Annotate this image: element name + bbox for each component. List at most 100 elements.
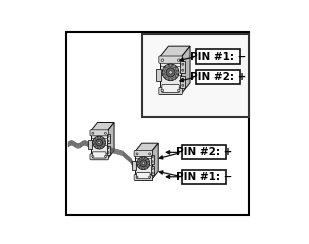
Circle shape	[108, 152, 109, 153]
FancyBboxPatch shape	[134, 174, 153, 181]
Circle shape	[182, 78, 184, 81]
Circle shape	[176, 71, 179, 74]
FancyBboxPatch shape	[90, 154, 108, 160]
Circle shape	[166, 65, 169, 68]
Bar	[196, 70, 240, 84]
Bar	[156, 69, 161, 81]
Circle shape	[95, 146, 98, 148]
FancyBboxPatch shape	[90, 130, 108, 136]
Circle shape	[161, 89, 164, 92]
Circle shape	[138, 165, 140, 167]
Bar	[132, 161, 136, 170]
Circle shape	[145, 157, 147, 160]
Bar	[160, 57, 181, 94]
Circle shape	[177, 89, 180, 92]
Circle shape	[140, 160, 147, 167]
Circle shape	[175, 74, 178, 77]
Circle shape	[93, 139, 96, 141]
Bar	[107, 134, 110, 143]
Polygon shape	[160, 46, 190, 57]
Circle shape	[161, 59, 164, 61]
Circle shape	[103, 139, 105, 141]
Bar	[182, 170, 226, 184]
FancyBboxPatch shape	[162, 85, 179, 92]
Circle shape	[175, 67, 178, 71]
Polygon shape	[108, 122, 114, 159]
Text: PIN #2: +: PIN #2: +	[190, 72, 246, 82]
Circle shape	[177, 59, 180, 61]
Bar	[91, 131, 108, 159]
Circle shape	[152, 156, 153, 158]
Circle shape	[166, 68, 175, 77]
Circle shape	[104, 142, 106, 144]
Bar	[151, 155, 154, 164]
Circle shape	[172, 65, 176, 68]
Circle shape	[108, 147, 109, 149]
Circle shape	[98, 136, 100, 138]
Circle shape	[92, 132, 94, 134]
Circle shape	[138, 159, 140, 162]
Circle shape	[92, 155, 94, 157]
Circle shape	[95, 137, 98, 139]
FancyBboxPatch shape	[92, 152, 106, 158]
Circle shape	[169, 78, 172, 81]
FancyBboxPatch shape	[137, 173, 150, 179]
Circle shape	[101, 137, 103, 139]
Circle shape	[142, 157, 145, 159]
Polygon shape	[152, 143, 158, 180]
Bar	[180, 61, 185, 73]
Bar	[135, 152, 152, 180]
Circle shape	[93, 136, 105, 149]
FancyBboxPatch shape	[159, 87, 182, 95]
Circle shape	[152, 161, 153, 163]
Circle shape	[182, 69, 184, 71]
Text: PIN #2: +: PIN #2: +	[176, 147, 232, 157]
Circle shape	[163, 67, 166, 71]
Circle shape	[136, 176, 138, 178]
Circle shape	[96, 139, 103, 146]
Circle shape	[152, 168, 153, 169]
Bar	[107, 146, 110, 155]
Circle shape	[149, 153, 150, 155]
Circle shape	[137, 157, 150, 170]
Circle shape	[104, 132, 107, 134]
Polygon shape	[135, 143, 158, 152]
Circle shape	[137, 162, 139, 164]
Bar	[180, 76, 185, 88]
Circle shape	[182, 84, 184, 86]
Bar	[142, 34, 249, 117]
Circle shape	[108, 135, 109, 137]
Bar	[196, 50, 240, 64]
Circle shape	[147, 162, 150, 164]
Circle shape	[139, 157, 142, 160]
Circle shape	[142, 167, 145, 170]
Circle shape	[149, 176, 150, 178]
Polygon shape	[181, 46, 190, 94]
Polygon shape	[91, 122, 114, 131]
Circle shape	[163, 74, 166, 77]
Circle shape	[136, 153, 138, 155]
Bar	[88, 140, 92, 149]
Circle shape	[166, 77, 169, 80]
FancyBboxPatch shape	[134, 151, 153, 156]
Text: PIN #1: −: PIN #1: −	[190, 51, 246, 61]
Bar	[182, 145, 226, 159]
Circle shape	[108, 140, 109, 142]
Circle shape	[103, 144, 105, 146]
Circle shape	[93, 144, 96, 146]
Circle shape	[104, 155, 107, 157]
Bar	[151, 166, 154, 175]
Circle shape	[93, 142, 95, 144]
Circle shape	[139, 167, 142, 169]
Circle shape	[162, 64, 179, 81]
Circle shape	[147, 159, 149, 162]
Circle shape	[147, 165, 149, 167]
Circle shape	[169, 71, 172, 74]
Circle shape	[142, 162, 145, 164]
Circle shape	[152, 172, 153, 174]
Circle shape	[182, 63, 184, 65]
Circle shape	[169, 64, 172, 67]
Circle shape	[172, 77, 176, 80]
Circle shape	[98, 147, 100, 149]
FancyBboxPatch shape	[159, 56, 182, 63]
